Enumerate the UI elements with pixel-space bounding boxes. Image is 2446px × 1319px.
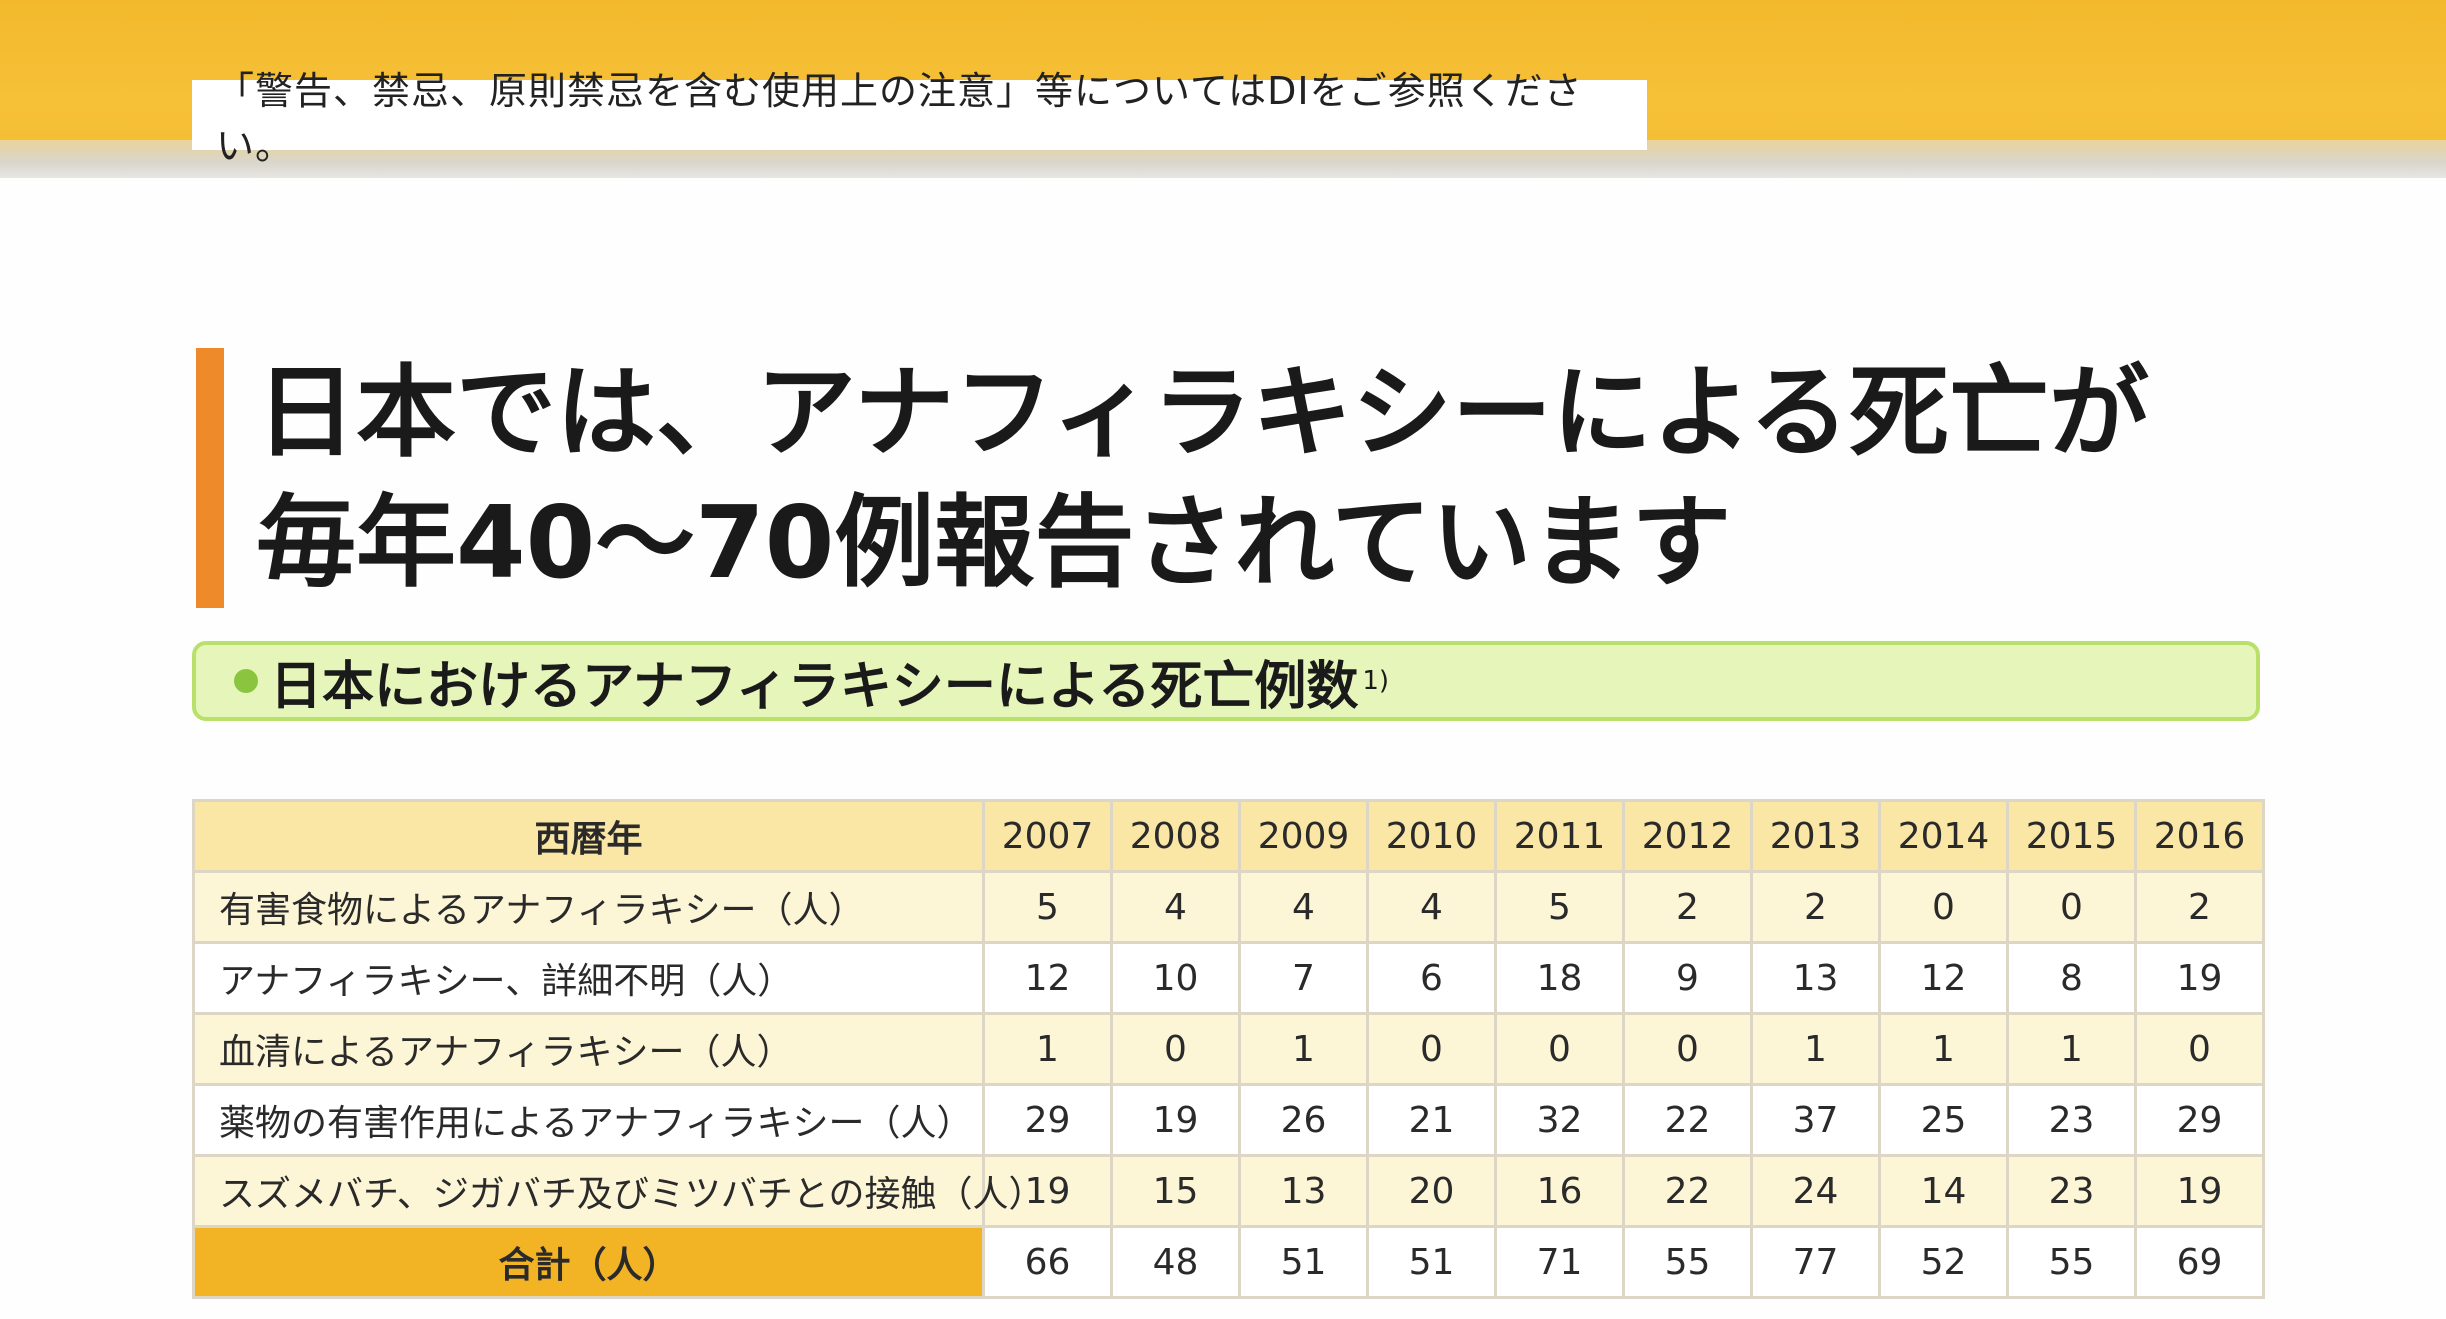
year-header: 2012 bbox=[1622, 799, 1753, 873]
row-label: 有害食物によるアナフィラキシー（人） bbox=[192, 870, 985, 944]
table-cell: 26 bbox=[1238, 1083, 1369, 1157]
table-cell: 0 bbox=[1110, 1012, 1241, 1086]
table-cell: 0 bbox=[1366, 1012, 1497, 1086]
year-header: 2008 bbox=[1110, 799, 1241, 873]
table-cell: 12 bbox=[1878, 941, 2009, 1015]
table-cell: 21 bbox=[1366, 1083, 1497, 1157]
table-cell: 0 bbox=[2134, 1012, 2265, 1086]
table-cell: 22 bbox=[1622, 1083, 1753, 1157]
table-cell: 32 bbox=[1494, 1083, 1625, 1157]
table-cell: 2 bbox=[1750, 870, 1881, 944]
total-cell: 55 bbox=[1622, 1225, 1753, 1299]
total-cell: 69 bbox=[2134, 1225, 2265, 1299]
table-cell: 1 bbox=[2006, 1012, 2137, 1086]
table-cell: 29 bbox=[982, 1083, 1113, 1157]
table-cell: 9 bbox=[1622, 941, 1753, 1015]
year-header: 2007 bbox=[982, 799, 1113, 873]
table-cell: 16 bbox=[1494, 1154, 1625, 1228]
table-cell: 1 bbox=[1750, 1012, 1881, 1086]
table-cell: 1 bbox=[1878, 1012, 2009, 1086]
table-cell: 37 bbox=[1750, 1083, 1881, 1157]
year-header: 2015 bbox=[2006, 799, 2137, 873]
table-cell: 14 bbox=[1878, 1154, 2009, 1228]
table-cell: 4 bbox=[1110, 870, 1241, 944]
death-count-table: 西暦年 2007 2008 2009 2010 2011 2012 2013 2… bbox=[192, 799, 2265, 1299]
table-cell: 8 bbox=[2006, 941, 2137, 1015]
table-row: 有害食物によるアナフィラキシー（人） 5 4 4 4 5 2 2 0 0 2 bbox=[192, 870, 2265, 944]
table-cell: 5 bbox=[982, 870, 1113, 944]
total-cell: 52 bbox=[1878, 1225, 2009, 1299]
page-title: 日本では、アナフィラキシーによる死亡が 毎年40〜70例報告されています bbox=[196, 348, 2156, 608]
total-cell: 66 bbox=[982, 1225, 1113, 1299]
table-cell: 19 bbox=[2134, 941, 2265, 1015]
total-row: 合計（人） 66 48 51 51 71 55 77 52 55 69 bbox=[192, 1225, 2265, 1299]
table-cell: 13 bbox=[1750, 941, 1881, 1015]
reference-mark: 1) bbox=[1362, 666, 1390, 696]
total-cell: 77 bbox=[1750, 1225, 1881, 1299]
row-label: 血清によるアナフィラキシー（人） bbox=[192, 1012, 985, 1086]
bullet-dot-icon bbox=[234, 669, 258, 693]
table-cell: 1 bbox=[1238, 1012, 1369, 1086]
total-label: 合計（人） bbox=[192, 1225, 985, 1299]
table-cell: 19 bbox=[1110, 1083, 1241, 1157]
table-row: アナフィラキシー、詳細不明（人） 12 10 7 6 18 9 13 12 8 … bbox=[192, 941, 2265, 1015]
table-cell: 23 bbox=[2006, 1083, 2137, 1157]
total-cell: 48 bbox=[1110, 1225, 1241, 1299]
table-cell: 7 bbox=[1238, 941, 1369, 1015]
table-cell: 0 bbox=[1494, 1012, 1625, 1086]
table-cell: 29 bbox=[2134, 1083, 2265, 1157]
table-cell: 22 bbox=[1622, 1154, 1753, 1228]
table-cell: 2 bbox=[2134, 870, 2265, 944]
table-cell: 19 bbox=[2134, 1154, 2265, 1228]
total-cell: 51 bbox=[1238, 1225, 1369, 1299]
table-cell: 19 bbox=[982, 1154, 1113, 1228]
table-row: 薬物の有害作用によるアナフィラキシー（人） 29 19 26 21 32 22 … bbox=[192, 1083, 2265, 1157]
table-cell: 4 bbox=[1238, 870, 1369, 944]
table-cell: 0 bbox=[1622, 1012, 1753, 1086]
table-cell: 10 bbox=[1110, 941, 1241, 1015]
year-header: 2009 bbox=[1238, 799, 1369, 873]
section-heading-text: 日本におけるアナフィラキシーによる死亡例数 bbox=[270, 656, 1359, 717]
table-row: スズメバチ、ジガバチ及びミツバチとの接触（人） 19 15 13 20 16 2… bbox=[192, 1154, 2265, 1228]
total-cell: 51 bbox=[1366, 1225, 1497, 1299]
year-header: 2011 bbox=[1494, 799, 1625, 873]
table-cell: 25 bbox=[1878, 1083, 2009, 1157]
year-header: 2013 bbox=[1750, 799, 1881, 873]
year-header: 2010 bbox=[1366, 799, 1497, 873]
table-cell: 20 bbox=[1366, 1154, 1497, 1228]
row-label: アナフィラキシー、詳細不明（人） bbox=[192, 941, 985, 1015]
total-cell: 55 bbox=[2006, 1225, 2137, 1299]
table-cell: 1 bbox=[982, 1012, 1113, 1086]
year-header: 2014 bbox=[1878, 799, 2009, 873]
notice-text: 「警告、禁忌、原則禁忌を含む使用上の注意」等についてはDIをご参照ください。 bbox=[216, 69, 1583, 168]
table-cell: 13 bbox=[1238, 1154, 1369, 1228]
table-cell: 6 bbox=[1366, 941, 1497, 1015]
table-cell: 4 bbox=[1366, 870, 1497, 944]
table-cell: 5 bbox=[1494, 870, 1625, 944]
table-cell: 0 bbox=[1878, 870, 2009, 944]
table-cell: 2 bbox=[1622, 870, 1753, 944]
table-cell: 12 bbox=[982, 941, 1113, 1015]
table-row: 血清によるアナフィラキシー（人） 1 0 1 0 0 0 1 1 1 0 bbox=[192, 1012, 2265, 1086]
title-line-2: 毎年40〜70例報告されています bbox=[256, 484, 1732, 601]
table-cell: 18 bbox=[1494, 941, 1625, 1015]
table-cell: 24 bbox=[1750, 1154, 1881, 1228]
row-label: スズメバチ、ジガバチ及びミツバチとの接触（人） bbox=[192, 1154, 1044, 1228]
table-header-row: 西暦年 2007 2008 2009 2010 2011 2012 2013 2… bbox=[192, 799, 2265, 873]
row-label: 薬物の有害作用によるアナフィラキシー（人） bbox=[192, 1083, 985, 1157]
total-cell: 71 bbox=[1494, 1225, 1625, 1299]
table-cell: 0 bbox=[2006, 870, 2137, 944]
year-header: 2016 bbox=[2134, 799, 2265, 873]
notice-box: 「警告、禁忌、原則禁忌を含む使用上の注意」等についてはDIをご参照ください。 bbox=[192, 69, 1647, 168]
table-cell: 23 bbox=[2006, 1154, 2137, 1228]
section-heading: 日本におけるアナフィラキシーによる死亡例数 1) bbox=[192, 641, 2260, 721]
title-line-1: 日本では、アナフィラキシーによる死亡が bbox=[256, 354, 2149, 471]
table-cell: 15 bbox=[1110, 1154, 1241, 1228]
year-header-label: 西暦年 bbox=[192, 799, 985, 873]
